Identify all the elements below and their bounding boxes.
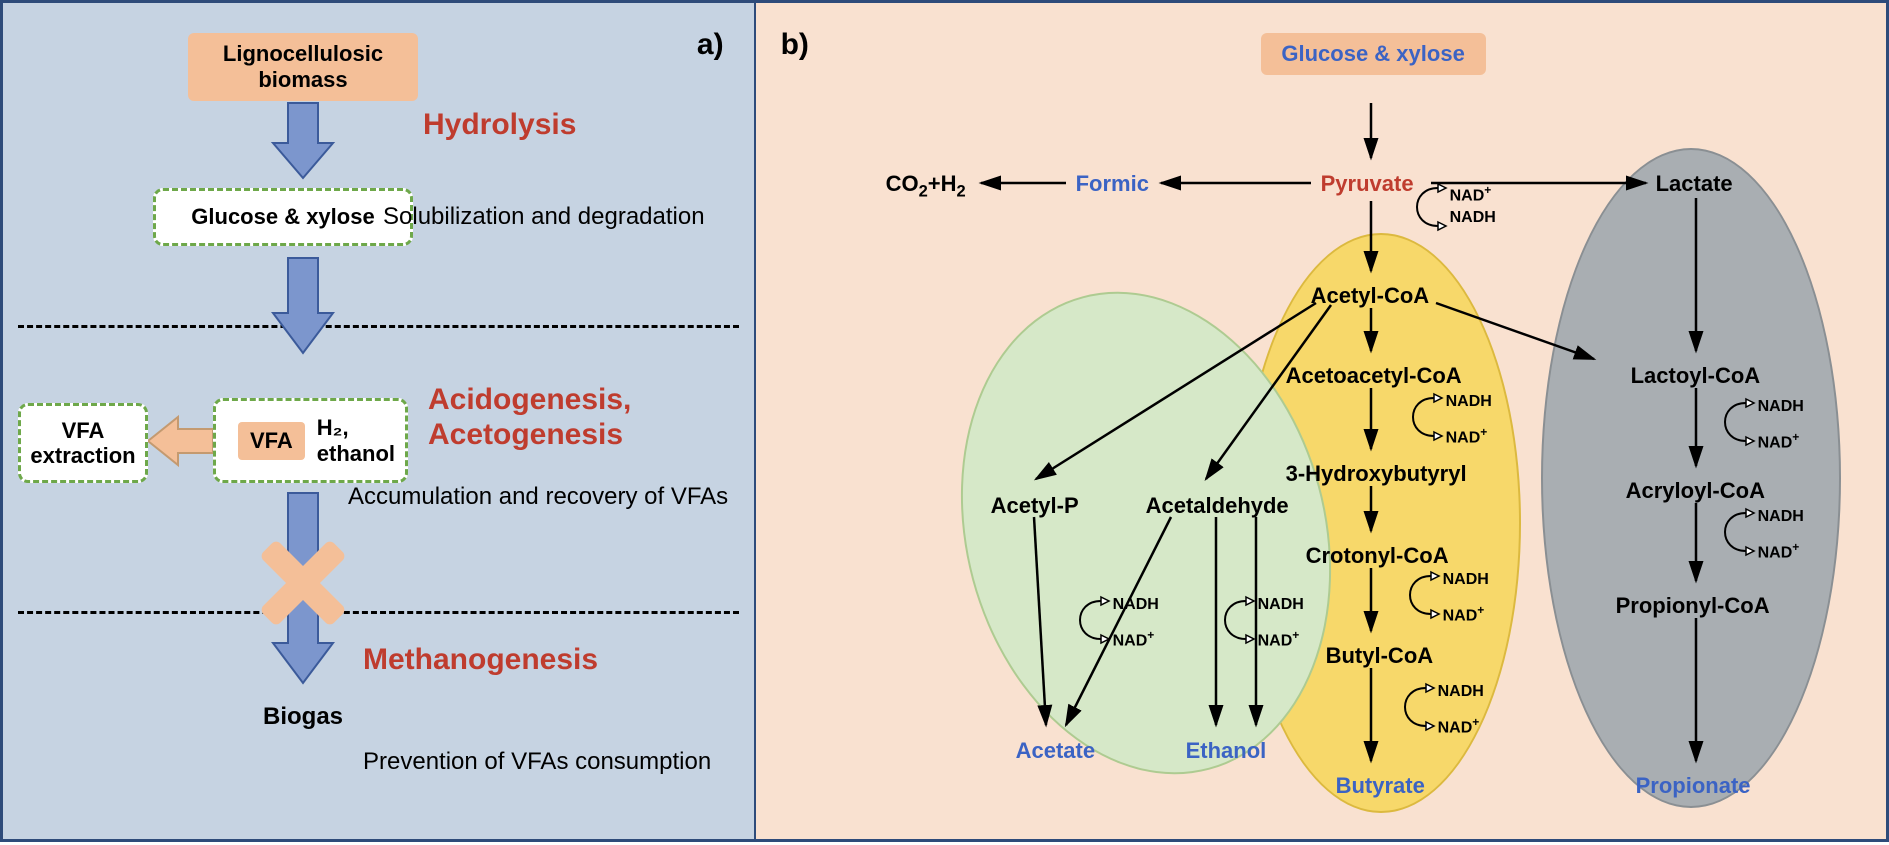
node-acetate: Acetate bbox=[1016, 738, 1095, 764]
hydrolysis-desc: Solubilization and degradation bbox=[383, 203, 705, 231]
panel-a: a) Lignocellulosic biomass bbox=[3, 3, 756, 839]
edge-acetylp-acetate bbox=[1034, 517, 1046, 725]
biogas-label: Biogas bbox=[263, 703, 343, 731]
node-acetylp: Acetyl-P bbox=[991, 493, 1079, 519]
node-acetylcoa: Acetyl-CoA bbox=[1311, 283, 1430, 309]
edge-acetylcoa-acetylp bbox=[1036, 303, 1316, 479]
methanogenesis-title: Methanogenesis bbox=[363, 643, 598, 677]
vfa-box: VFA H₂, ethanol bbox=[213, 398, 408, 483]
edge-acetylcoa-acetald bbox=[1206, 305, 1331, 479]
node-acetald: Acetaldehyde bbox=[1146, 493, 1289, 519]
node-propcoa: Propionyl-CoA bbox=[1616, 593, 1770, 619]
edge-acetylcoa-lactoyl_diag bbox=[1436, 303, 1594, 359]
node-co2h2: CO2+H2 bbox=[886, 171, 966, 201]
node-lactoyl: Lactoyl-CoA bbox=[1631, 363, 1761, 389]
node-propionate: Propionate bbox=[1636, 773, 1751, 799]
node-acetoacetyl: Acetoacetyl-CoA bbox=[1286, 363, 1462, 389]
acidogenesis-title: Acidogenesis, Acetogenesis bbox=[428, 383, 631, 452]
node-lactate: Lactate bbox=[1656, 171, 1733, 197]
vfa-extraction-box: VFA extraction bbox=[18, 403, 148, 483]
acidogenesis-desc: Accumulation and recovery of VFAs bbox=[348, 483, 728, 511]
node-ethanol: Ethanol bbox=[1186, 738, 1267, 764]
diagram-container: a) Lignocellulosic biomass bbox=[0, 0, 1889, 842]
node-formic: Formic bbox=[1076, 171, 1149, 197]
vfa-rest-label: H₂, ethanol bbox=[317, 415, 395, 466]
node-butyrate: Butyrate bbox=[1336, 773, 1425, 799]
hydrolysis-title: Hydrolysis bbox=[423, 108, 576, 142]
node-crotonyl: Crotonyl-CoA bbox=[1306, 543, 1449, 569]
vfa-inner-label: VFA bbox=[238, 422, 305, 460]
methanogenesis-desc: Prevention of VFAs consumption bbox=[363, 748, 711, 776]
sugars-box: Glucose & xylose bbox=[153, 188, 413, 246]
node-acryloyl: Acryloyl-CoA bbox=[1626, 478, 1765, 504]
node-butycoa: Butyl-CoA bbox=[1326, 643, 1434, 669]
panel-b: b) Glucose & xylose CO2+H2FormicPyruvate… bbox=[756, 3, 1886, 839]
node-hydroxybut: 3-Hydroxybutyryl bbox=[1286, 461, 1467, 487]
